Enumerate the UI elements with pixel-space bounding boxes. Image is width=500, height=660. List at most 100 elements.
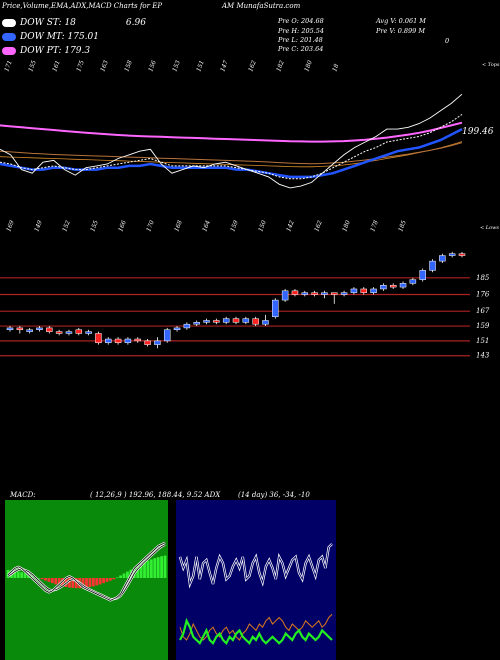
macd-histogram-bar xyxy=(143,562,146,578)
candle-body xyxy=(105,338,112,343)
candle-body xyxy=(203,320,210,323)
candle-body xyxy=(350,288,358,293)
legend-label-pt: DOW PT: 179.3 xyxy=(20,46,91,56)
top-label: 153 xyxy=(171,59,182,72)
candle-body xyxy=(36,327,43,331)
candle-body xyxy=(399,283,407,288)
bottom-label: 166 xyxy=(117,219,128,232)
ema-orange-line xyxy=(0,141,463,168)
sr-level-label: 143 xyxy=(476,352,490,360)
top-label: 182 xyxy=(275,59,286,72)
macd-histogram-bar xyxy=(54,578,58,585)
bottom-label: 142 xyxy=(285,219,296,232)
prev-open: Pre O: 204.68 xyxy=(278,17,324,25)
bottom-label: 170 xyxy=(145,219,156,232)
bottom-label: 159 xyxy=(229,219,240,232)
macd-histogram-bar xyxy=(85,578,88,588)
candle-body xyxy=(301,292,309,295)
macd-histogram-bar xyxy=(98,578,102,585)
prev-low: Pre L: 201.48 xyxy=(278,36,323,44)
candle-body xyxy=(213,320,220,323)
macd-histogram-bar xyxy=(95,578,99,586)
legend-label-st: DOW ST: 18 xyxy=(20,18,76,28)
macd-histogram-bar xyxy=(126,571,129,578)
macd-histogram-bar xyxy=(102,578,105,584)
top-label: 161 xyxy=(51,60,61,73)
candle-body xyxy=(340,292,348,295)
bottom-label: 185 xyxy=(397,219,408,232)
candle-body xyxy=(173,327,181,331)
legend-swatch-pt xyxy=(2,47,16,55)
candle-body xyxy=(242,318,250,323)
di-plus-line xyxy=(179,617,333,646)
macd-histogram-bar xyxy=(112,578,116,580)
top-label: 163 xyxy=(99,59,110,72)
candle-body xyxy=(331,292,338,295)
candle-body xyxy=(183,323,191,329)
ema-pink-line xyxy=(0,121,463,143)
candle-body xyxy=(409,279,417,284)
bottom-label: 149 xyxy=(33,219,44,232)
di-minus-line xyxy=(179,614,333,641)
bottom-label: 155 xyxy=(89,219,100,232)
candle-body xyxy=(114,338,122,343)
legend-dow-pt: DOW PT: 179.3 xyxy=(2,44,90,58)
candle-body xyxy=(163,329,171,342)
tops-marker: < Tops xyxy=(482,62,500,68)
prev-close: Pre C: 203.64 xyxy=(278,45,324,53)
top-label: 180 xyxy=(303,59,314,72)
candle-body xyxy=(75,329,83,334)
legend-value-st: 6.96 xyxy=(125,18,146,28)
candle-body xyxy=(154,340,161,345)
candle-body xyxy=(389,284,397,288)
macd-histogram-bar xyxy=(122,573,126,578)
candle-body xyxy=(134,338,141,342)
bottom-label: 169 xyxy=(5,219,16,232)
macd-histogram-bar xyxy=(40,578,44,580)
candle-body xyxy=(321,292,328,295)
macd-histogram-bar xyxy=(81,578,85,588)
sr-level-label: 176 xyxy=(476,291,490,299)
ema-brown-line xyxy=(0,142,463,165)
macd-histogram-bar xyxy=(119,575,123,578)
price-line xyxy=(0,93,463,189)
candle-body xyxy=(458,253,466,256)
macd-histogram-bar xyxy=(13,570,17,578)
avg-volume: Avg V: 0.061 M xyxy=(376,17,426,25)
candle-body xyxy=(439,255,446,262)
bottom-label: 150 xyxy=(257,219,268,232)
macd-histogram-bar xyxy=(163,555,167,578)
adx-panel xyxy=(176,500,336,660)
candle-body xyxy=(16,327,24,331)
candle-body xyxy=(419,270,426,280)
candle-body xyxy=(55,331,63,334)
candle-body xyxy=(6,327,14,331)
macd-title: MACD: xyxy=(10,491,36,499)
candle-body xyxy=(311,292,318,295)
macd-line-inner xyxy=(7,542,166,601)
legend-swatch-mt xyxy=(2,33,16,41)
macd-histogram-bar xyxy=(136,565,140,578)
last-value-label: 199.46 xyxy=(462,127,494,137)
candle-body xyxy=(232,318,240,323)
candle-body xyxy=(95,333,102,343)
top-label: 18 xyxy=(331,63,340,73)
macd-histogram-bar xyxy=(149,559,153,578)
candle-body xyxy=(448,253,456,256)
chart-title: Price,Volume,EMA,ADX,MACD Charts for EP xyxy=(2,2,163,10)
macd-histogram-bar xyxy=(88,578,92,587)
top-label: 156 xyxy=(147,59,158,72)
candle-body xyxy=(144,340,151,345)
macd-histogram-bar xyxy=(74,578,78,589)
candle-body xyxy=(360,288,367,293)
sr-level-label: 167 xyxy=(476,307,490,315)
ema-panel: 171 155 161 175 163 158 156 153 151 147 162 182 180 1… xyxy=(0,59,500,233)
macd-histogram-bar xyxy=(156,557,160,578)
bottom-label: 164 xyxy=(201,219,212,232)
candle-body xyxy=(193,322,200,325)
macd-histogram-bar xyxy=(153,558,157,578)
zero-label: 0 xyxy=(445,37,450,45)
macd-histogram-bar xyxy=(37,578,41,579)
site-label: AM MunafaSutra.com xyxy=(222,2,301,10)
